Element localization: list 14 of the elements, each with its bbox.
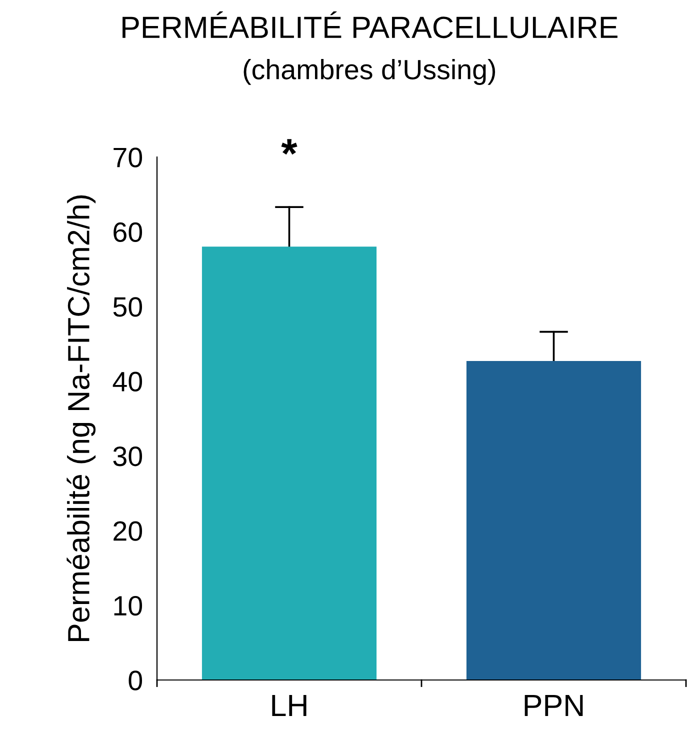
y-tick-label: 40 [112,372,142,392]
y-axis-title: Perméabilité (ng Na-FITC/cm2/h) [66,195,96,641]
x-tick-label: LH [272,695,306,716]
chart-subtitle: (chambres d’Ussing) [244,59,496,85]
chart-title: PERMÉABILITÉ PARACELLULAIRE [122,11,618,38]
y-tick-label: 60 [114,222,142,242]
y-tick-label: 10 [114,596,142,616]
y-tick-label: 50 [113,297,142,317]
text: * [281,139,298,155]
y-tick-label: 0 [128,670,142,690]
x-tick-label: PPN [524,695,583,716]
y-tick-label: 70 [114,148,142,168]
y-tick-label: 30 [113,446,142,466]
y-tick-label: 20 [114,521,142,541]
